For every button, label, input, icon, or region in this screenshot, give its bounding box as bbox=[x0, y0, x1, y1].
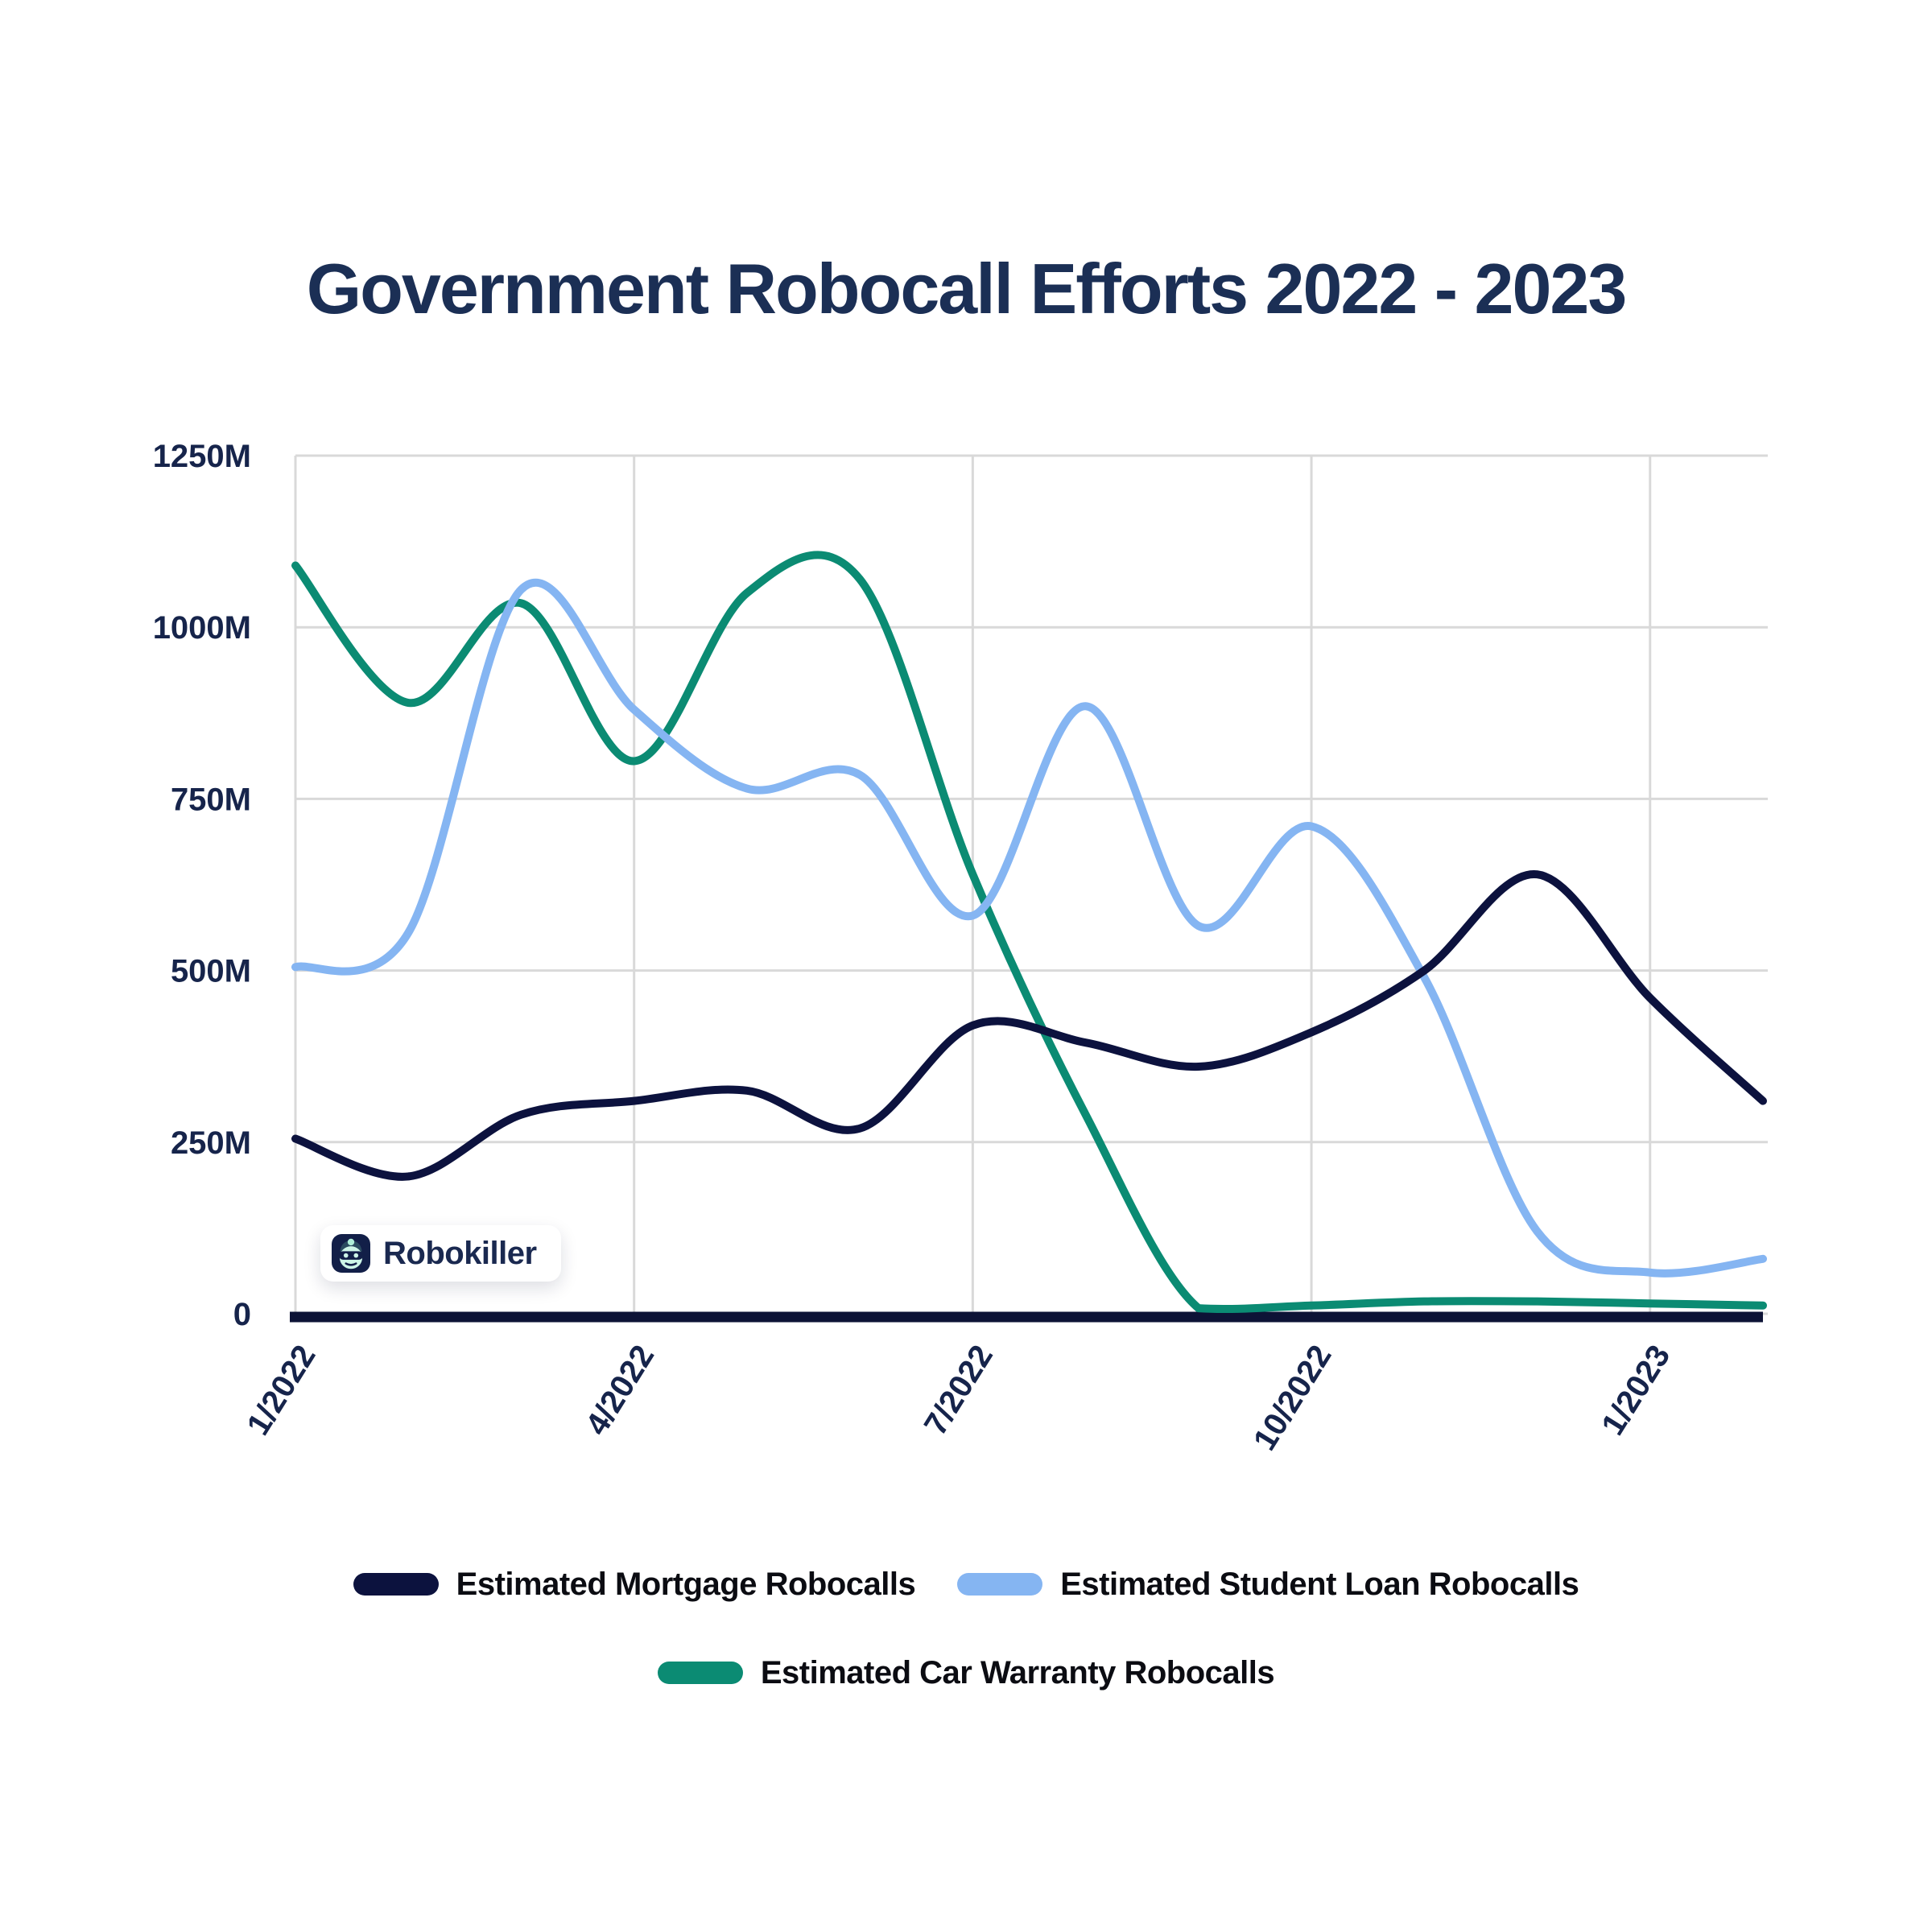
legend-label-mortgage: Estimated Mortgage Robocalls bbox=[456, 1566, 916, 1602]
x-tick-label-10/2022: 10/2022 bbox=[1247, 1339, 1339, 1456]
y-tick-label-500M: 500M bbox=[171, 954, 251, 989]
legend-label-car-warranty: Estimated Car Warranty Robocalls bbox=[760, 1654, 1275, 1690]
robokiller-badge: Robokiller bbox=[320, 1225, 561, 1282]
legend-swatch-student-loan bbox=[957, 1573, 1043, 1596]
x-tick-label-1/2023: 1/2023 bbox=[1595, 1339, 1677, 1441]
x-tick-label-7/2022: 7/2022 bbox=[918, 1339, 1000, 1441]
x-tick-label-4/2022: 4/2022 bbox=[579, 1339, 661, 1441]
legend-label-student-loan: Estimated Student Loan Robocalls bbox=[1060, 1566, 1579, 1602]
legend-item-student-loan: Estimated Student Loan Robocalls bbox=[957, 1567, 1579, 1603]
legend-swatch-car-warranty bbox=[657, 1662, 743, 1684]
robokiller-robot-icon bbox=[332, 1234, 370, 1273]
series-line-estimated-car-warranty-robocalls bbox=[291, 551, 1767, 1314]
y-tick-label-1000M: 1000M bbox=[153, 610, 251, 646]
legend-item-mortgage: Estimated Mortgage Robocalls bbox=[353, 1567, 916, 1603]
y-tick-label-0: 0 bbox=[233, 1297, 251, 1332]
y-tick-label-250M: 250M bbox=[171, 1125, 251, 1161]
series-line-estimated-student-loan-robocalls bbox=[291, 578, 1767, 1278]
series-line-estimated-mortgage-robocalls bbox=[291, 870, 1767, 1181]
legend-row-1: Estimated Mortgage Robocalls Estimated S… bbox=[0, 1562, 1932, 1607]
robokiller-label: Robokiller bbox=[383, 1235, 537, 1271]
y-tick-label-750M: 750M bbox=[171, 782, 251, 817]
legend-swatch-mortgage bbox=[353, 1573, 439, 1596]
legend-row-2: Estimated Car Warranty Robocalls bbox=[0, 1650, 1932, 1695]
chart-title: Government Robocall Efforts 2022 - 2023 bbox=[306, 249, 1628, 328]
x-tick-label-1/2022: 1/2022 bbox=[240, 1339, 322, 1441]
legend-item-car-warranty: Estimated Car Warranty Robocalls bbox=[657, 1654, 1275, 1691]
y-tick-label-1250M: 1250M bbox=[153, 439, 251, 474]
